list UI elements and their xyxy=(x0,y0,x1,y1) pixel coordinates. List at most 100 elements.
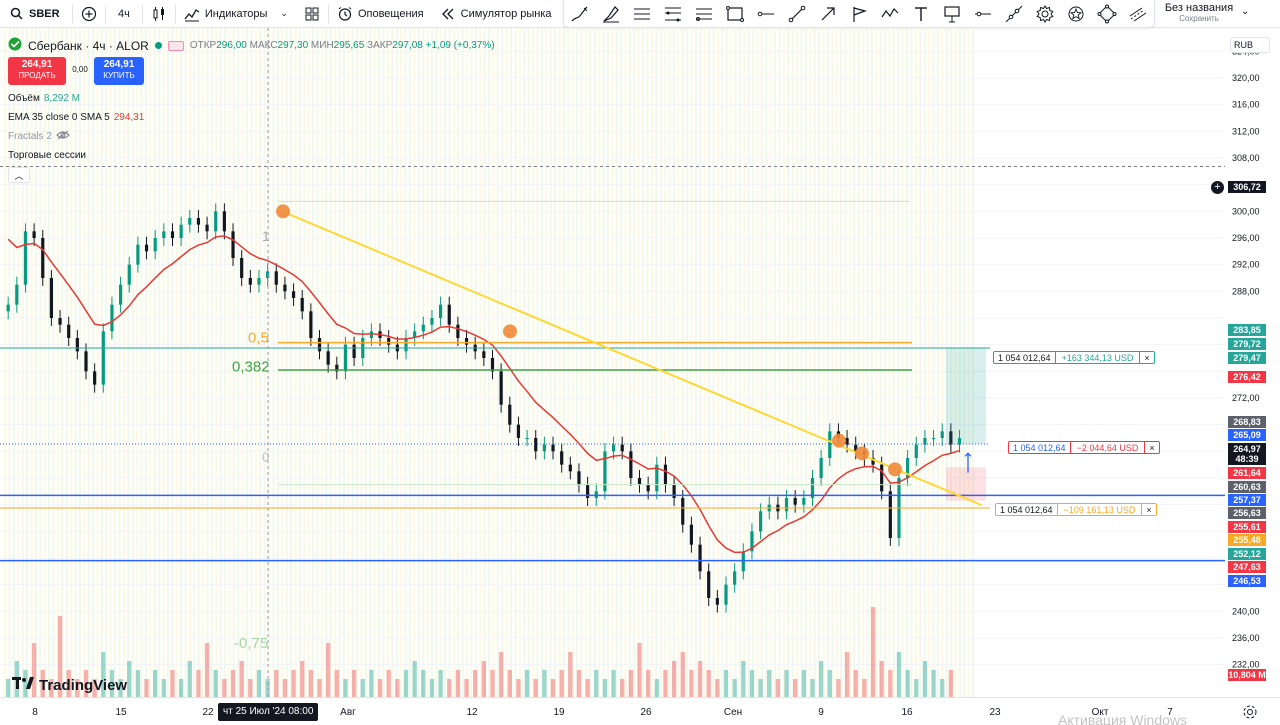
session-band xyxy=(17,28,20,697)
legend-title[interactable]: Сбербанк · 4ч · ALOR xyxy=(28,38,149,53)
low-label: МИН xyxy=(310,40,334,51)
position-tooltip[interactable]: 1 054 012,64 −2 044,64 USD × xyxy=(1008,441,1160,454)
chart-pane[interactable]: 0,50,3820-0,75324,00320,00316,00312,0030… xyxy=(0,28,1280,697)
currency-select[interactable]: RUB xyxy=(1230,37,1270,53)
indicator-sessions[interactable]: Торговые сессии xyxy=(8,146,495,165)
arrow-icon[interactable] xyxy=(818,4,838,24)
text-icon[interactable] xyxy=(911,4,931,24)
brush-icon[interactable] xyxy=(570,4,590,24)
parallel-channel-icon[interactable] xyxy=(1128,4,1148,24)
add-alert-icon[interactable]: + xyxy=(1211,181,1224,194)
session-band xyxy=(932,28,935,697)
ray-icon[interactable] xyxy=(756,4,776,24)
indicator-ema[interactable]: EMA 35 close 0 SMA 5 294,31 xyxy=(8,108,495,127)
volume-bar xyxy=(680,652,685,697)
volume-bar xyxy=(196,670,201,697)
position-tooltip[interactable]: 1 054 012,64 −109 161,13 USD × xyxy=(995,503,1157,516)
position-tooltip[interactable]: 1 054 012,64 +163 344,13 USD × xyxy=(993,351,1155,364)
position-quantity: 1 054 012,64 xyxy=(998,352,1051,363)
symbol-search[interactable]: SBER xyxy=(0,0,72,28)
interval-button[interactable]: 4ч xyxy=(118,7,130,20)
windows-activation-watermark: Активация Windows xyxy=(1058,712,1188,725)
flag-icon[interactable] xyxy=(849,4,869,24)
fib-level-label: 0,5 xyxy=(248,330,269,347)
open-label: ОТКР xyxy=(189,40,217,51)
close-icon[interactable]: × xyxy=(1144,352,1150,363)
session-band xyxy=(624,28,627,697)
legend-title-row: Сбербанк · 4ч · ALOR ОТКР296,00 МАКС297,… xyxy=(8,36,495,55)
alerts-button[interactable]: Оповещения xyxy=(329,0,432,28)
eye-hidden-icon[interactable] xyxy=(56,130,70,143)
separator xyxy=(105,4,106,23)
session-band xyxy=(78,28,81,697)
ema-line xyxy=(7,235,960,554)
candle-body xyxy=(508,404,512,425)
templates-button[interactable] xyxy=(296,0,328,28)
price-axis-label: 10,804 M xyxy=(1228,669,1266,681)
fib-retracement-icon[interactable] xyxy=(663,4,683,24)
gear-icon[interactable] xyxy=(1035,4,1055,24)
session-band xyxy=(721,28,724,697)
candle-body xyxy=(58,318,62,325)
path-icon[interactable] xyxy=(880,4,900,24)
fib-channel-icon[interactable] xyxy=(694,4,714,24)
volume-bar xyxy=(888,670,893,697)
candle-body xyxy=(655,464,659,492)
anchor-points-icon[interactable] xyxy=(1097,4,1117,24)
tradingview-logo[interactable]: TradingView xyxy=(12,676,127,694)
highlighter-icon[interactable] xyxy=(601,4,621,24)
collapse-legend-button[interactable]: ︿ xyxy=(8,167,30,183)
close-icon[interactable]: × xyxy=(1149,442,1155,453)
price-tick-label: 240,00 xyxy=(1232,606,1260,616)
chevron-down-icon[interactable]: ⌄ xyxy=(1241,6,1250,17)
chart-type-button[interactable] xyxy=(143,0,175,28)
session-band xyxy=(378,28,381,697)
candle-body xyxy=(118,284,123,305)
session-band xyxy=(30,28,33,697)
volume-bar xyxy=(40,670,45,697)
callout-icon[interactable] xyxy=(942,4,962,24)
session-band xyxy=(945,28,948,697)
session-band xyxy=(906,28,909,697)
replay-button[interactable]: Симулятор рынка xyxy=(432,0,560,28)
buy-button[interactable]: 264,91 КУПИТЬ xyxy=(94,57,144,85)
candle-body xyxy=(715,598,719,605)
chart-canvas[interactable]: 0,50,3820-0,75324,00320,00316,00312,0030… xyxy=(0,28,1280,697)
candle-body xyxy=(637,478,642,485)
close-icon[interactable]: × xyxy=(1146,504,1152,515)
price-axis-label: 252,12 xyxy=(1228,548,1266,560)
horizontal-ray-icon[interactable] xyxy=(973,4,993,24)
session-band xyxy=(364,28,367,697)
session-band xyxy=(281,28,284,697)
sell-button[interactable]: 264,91 ПРОДАТЬ xyxy=(8,57,66,85)
candle-body xyxy=(560,451,564,465)
session-band xyxy=(356,28,359,697)
trend-line-icon[interactable] xyxy=(787,4,807,24)
volume-bar xyxy=(109,670,115,697)
time-axis[interactable]: 8 15 22 Авг 12 19 26 Сен 9 16 23 Окт 7 чт 25 Июл '24… xyxy=(0,697,1280,725)
time-tick-label: 8 xyxy=(32,707,38,718)
session-band xyxy=(545,28,548,697)
session-band xyxy=(56,28,59,697)
volume-bar xyxy=(611,670,616,697)
candle-body xyxy=(931,438,936,439)
candle-body xyxy=(369,331,374,338)
compare-button[interactable] xyxy=(73,0,105,28)
time-tick-label: Сен xyxy=(723,707,743,718)
layout-name-button[interactable]: Без названия Сохранить xyxy=(1158,1,1240,27)
price-tick-label: 312,00 xyxy=(1232,126,1260,136)
candle-body xyxy=(490,358,495,372)
rectangle-icon[interactable] xyxy=(725,4,745,24)
horizontal-lines-icon[interactable] xyxy=(632,4,652,24)
session-band xyxy=(897,28,900,697)
indicator-fractals[interactable]: Fractals 2 xyxy=(8,127,495,146)
volume-bar xyxy=(646,670,651,697)
settings-icon[interactable] xyxy=(1241,703,1259,721)
indicator-volume[interactable]: Объём 8,292 M xyxy=(8,89,495,108)
indicators-button[interactable]: Индикаторы ⌄ xyxy=(176,0,296,28)
extended-line-icon[interactable] xyxy=(1004,4,1024,24)
session-band xyxy=(144,28,147,697)
favorite-icon[interactable] xyxy=(1066,4,1086,24)
session-band xyxy=(818,28,821,697)
candle-body xyxy=(136,244,140,265)
